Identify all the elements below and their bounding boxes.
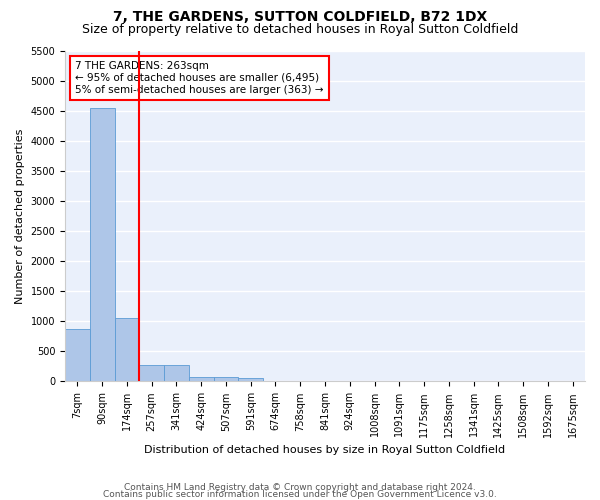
Bar (189, 376, 214, 382)
Bar (139, 364, 164, 382)
Y-axis label: Number of detached properties: Number of detached properties (15, 129, 25, 304)
Bar (164, 364, 189, 382)
Text: 7, THE GARDENS, SUTTON COLDFIELD, B72 1DX: 7, THE GARDENS, SUTTON COLDFIELD, B72 1D… (113, 10, 487, 24)
Text: 7 THE GARDENS: 263sqm
← 95% of detached houses are smaller (6,495)
5% of semi-de: 7 THE GARDENS: 263sqm ← 95% of detached … (76, 62, 324, 94)
Bar (90, 108, 115, 382)
Bar (214, 376, 238, 382)
Bar (238, 378, 263, 382)
Text: Size of property relative to detached houses in Royal Sutton Coldfield: Size of property relative to detached ho… (82, 22, 518, 36)
Bar (115, 318, 139, 382)
X-axis label: Distribution of detached houses by size in Royal Sutton Coldfield: Distribution of detached houses by size … (145, 445, 506, 455)
Text: Contains HM Land Registry data © Crown copyright and database right 2024.: Contains HM Land Registry data © Crown c… (124, 484, 476, 492)
Text: Contains public sector information licensed under the Open Government Licence v3: Contains public sector information licen… (103, 490, 497, 499)
Bar (65, 328, 90, 382)
